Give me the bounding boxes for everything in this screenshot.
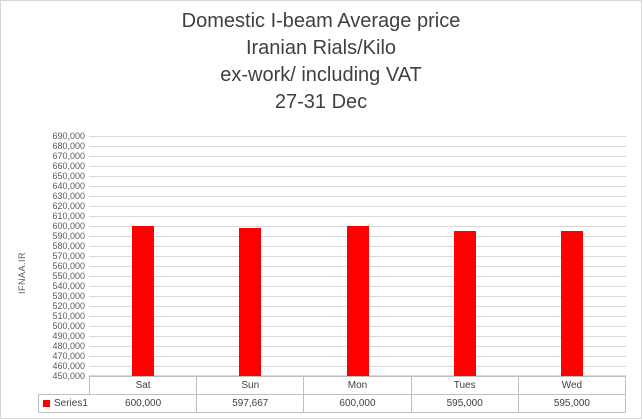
y-tick-label: 520,000 [52, 301, 85, 311]
gridline [89, 146, 626, 147]
y-tick-label: 500,000 [52, 321, 85, 331]
bar-sun [239, 228, 262, 376]
y-tick-label: 690,000 [52, 131, 85, 141]
chart-title-line-3: ex-work/ including VAT [220, 64, 422, 86]
y-tick-label: 570,000 [52, 251, 85, 261]
y-tick-label: 660,000 [52, 161, 85, 171]
gridline [89, 176, 626, 177]
y-tick-label: 590,000 [52, 231, 85, 241]
y-tick-label: 530,000 [52, 291, 85, 301]
data-table: Sat Sun Mon Tues Wed 600,000 597,667 600,000 595… [89, 376, 626, 413]
y-tick-label: 640,000 [52, 181, 85, 191]
legend-label: Series1 [54, 398, 88, 409]
category-cell: Mon [303, 376, 411, 394]
plot-area [89, 136, 626, 376]
gridline [89, 206, 626, 207]
bar-mon [346, 226, 369, 376]
value-cell: 600,000 [89, 394, 197, 413]
chart-title-line-2: Iranian Rials/Kilo [245, 37, 397, 59]
y-tick-label: 560,000 [52, 261, 85, 271]
value-cell: 600,000 [303, 394, 411, 413]
bar-tues [453, 231, 476, 376]
bar-wed [561, 231, 584, 376]
y-tick-label: 670,000 [52, 151, 85, 161]
legend-color-swatch-icon [43, 400, 50, 407]
y-tick-label: 470,000 [52, 351, 85, 361]
category-cell: Wed [517, 376, 625, 394]
y-tick-label: 550,000 [52, 271, 85, 281]
category-cell: Sat [89, 376, 197, 394]
legend-item: Series1 [38, 394, 90, 413]
value-cell: 595,000 [410, 394, 518, 413]
y-tick-label: 680,000 [52, 141, 85, 151]
gridline [89, 186, 626, 187]
category-cell: Tues [410, 376, 518, 394]
chart-title-line-4: 27-31 Dec [274, 91, 368, 113]
y-tick-label: 630,000 [52, 191, 85, 201]
value-cell: 597,667 [196, 394, 304, 413]
y-tick-label: 510,000 [52, 311, 85, 321]
y-tick-label: 620,000 [52, 201, 85, 211]
y-tick-label: 490,000 [52, 331, 85, 341]
chart-title: Domestic I-beam Average price Iranian Ri… [1, 8, 641, 116]
chart-title-line-1: Domestic I-beam Average price [181, 10, 461, 32]
y-tick-label: 650,000 [52, 171, 85, 181]
gridline [89, 136, 626, 137]
gridline [89, 216, 626, 217]
gridline [89, 196, 626, 197]
gridline [89, 166, 626, 167]
y-tick-label: 460,000 [52, 361, 85, 371]
gridline [89, 156, 626, 157]
y-tick-label: 580,000 [52, 241, 85, 251]
y-tick-label: 600,000 [52, 221, 85, 231]
bar-sat [131, 226, 154, 376]
value-cell: 595,000 [517, 394, 625, 413]
y-tick-label: 610,000 [52, 211, 85, 221]
y-tick-label: 540,000 [52, 281, 85, 291]
category-cell: Sun [196, 376, 304, 394]
y-axis-title: IFNAA.IR [17, 252, 27, 295]
y-tick-label: 480,000 [52, 341, 85, 351]
y-tick-label: 450,000 [52, 371, 85, 381]
